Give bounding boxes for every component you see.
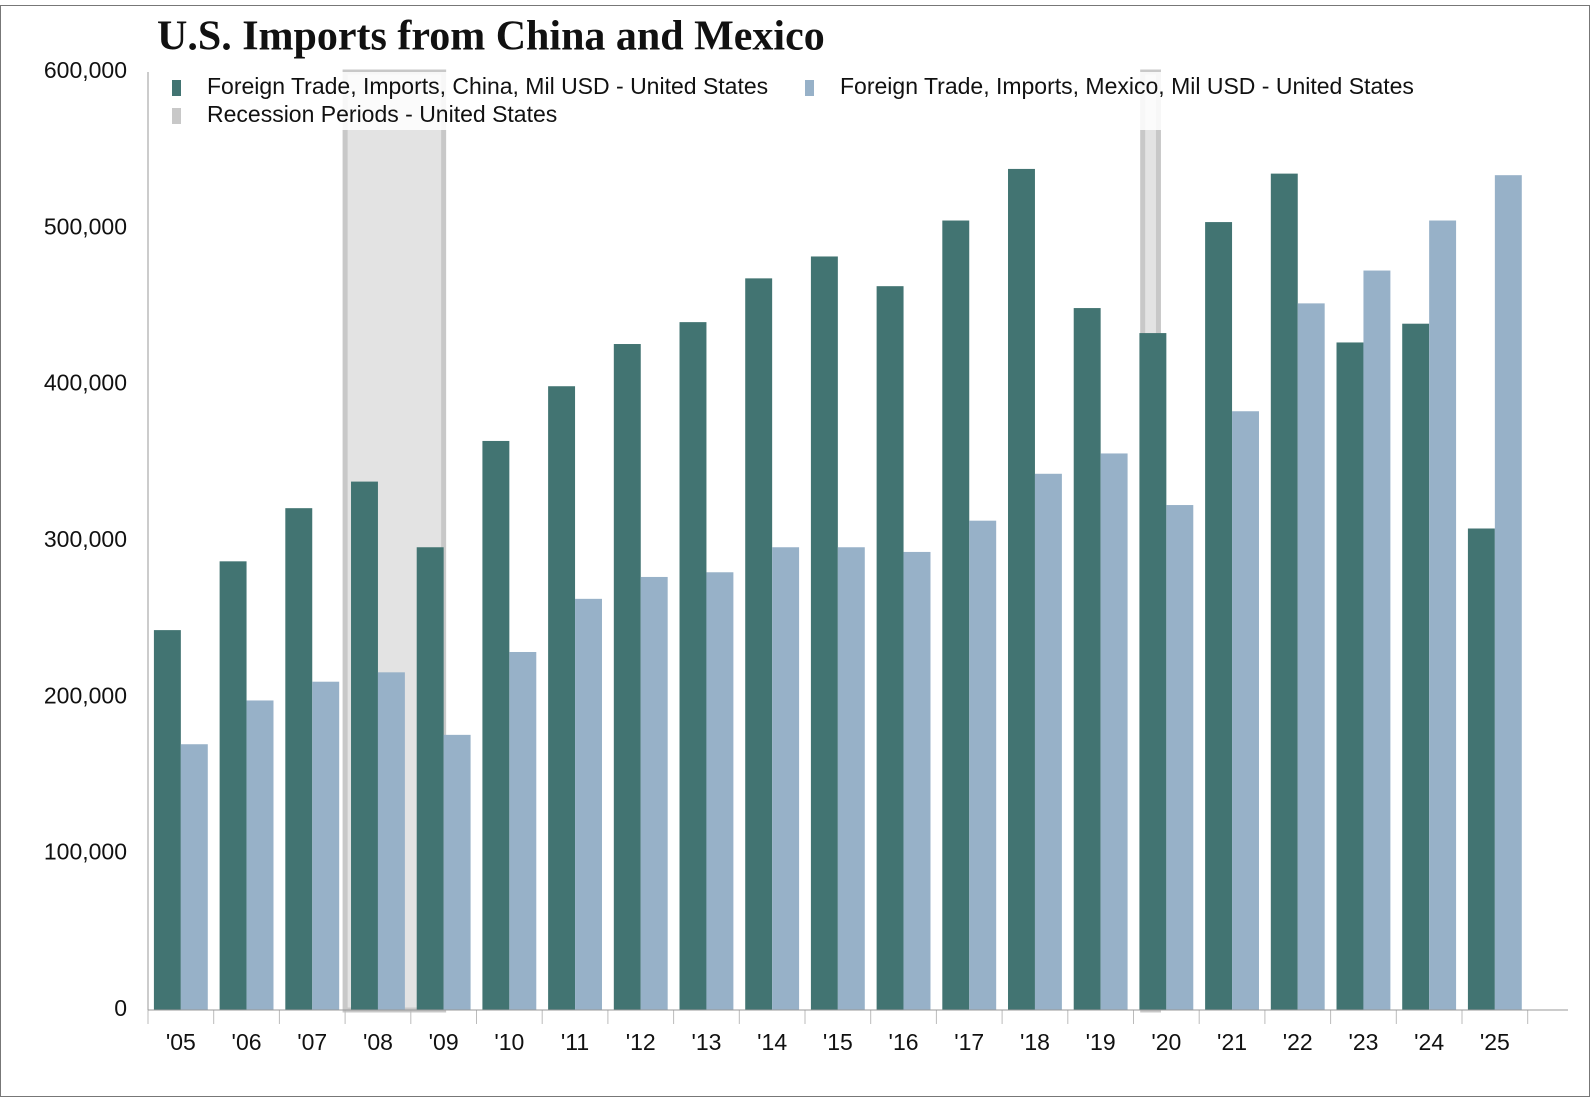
x-tick-label: '23 (1348, 1029, 1378, 1055)
x-tick-label: '22 (1283, 1029, 1313, 1055)
bar (312, 681, 340, 1010)
legend-label: Recession Periods - United States (207, 101, 557, 127)
bar (1467, 528, 1495, 1010)
y-tick-label: 200,000 (44, 682, 127, 708)
x-tick-label: '07 (297, 1029, 327, 1055)
chart-title: U.S. Imports from China and Mexico (157, 14, 825, 60)
x-tick-label: '11 (561, 1029, 589, 1055)
bar (377, 672, 405, 1010)
bar (443, 734, 471, 1010)
x-tick-label: '15 (823, 1029, 853, 1055)
legend-background (149, 72, 1568, 130)
y-tick-label: 600,000 (44, 57, 127, 83)
legend-label: Foreign Trade, Imports, Mexico, Mil USD … (840, 73, 1414, 99)
x-tick-label: '09 (429, 1029, 459, 1055)
bar (640, 576, 668, 1010)
x-tick-label: '20 (1151, 1029, 1181, 1055)
x-tick-label: '19 (1086, 1029, 1116, 1055)
x-tick-label: '14 (757, 1029, 787, 1055)
bar (1232, 411, 1259, 1010)
bar (1402, 323, 1430, 1010)
x-tick-label: '08 (363, 1029, 393, 1055)
bar (285, 508, 313, 1010)
x-tick-label: '17 (954, 1029, 984, 1055)
bar (351, 481, 378, 1010)
x-tick-label: '25 (1480, 1029, 1510, 1055)
bar (876, 286, 904, 1011)
bar (1100, 453, 1128, 1010)
bar (1008, 168, 1035, 1011)
bar (246, 700, 274, 1010)
bar (837, 547, 865, 1010)
bar (1363, 270, 1391, 1010)
y-tick-label: 0 (114, 995, 127, 1021)
bar (706, 572, 734, 1010)
bar (772, 547, 800, 1010)
bar (482, 440, 510, 1010)
bar (575, 598, 602, 1010)
bar (1494, 175, 1522, 1010)
bar (810, 256, 838, 1010)
x-tick-label: '16 (889, 1029, 919, 1055)
x-tick-label: '05 (166, 1029, 196, 1055)
y-tick-label: 100,000 (44, 839, 127, 865)
bar (416, 547, 444, 1010)
legend-swatch (805, 80, 814, 96)
x-tick-label: '12 (626, 1029, 656, 1055)
bar (1205, 222, 1233, 1010)
bar (153, 630, 181, 1010)
bar (219, 561, 247, 1010)
bar (1139, 333, 1167, 1010)
x-tick-label: '21 (1217, 1029, 1247, 1055)
bar (1166, 505, 1194, 1010)
bar (1297, 303, 1325, 1011)
bar (1429, 220, 1457, 1010)
y-tick-label: 400,000 (44, 370, 127, 396)
bar (180, 744, 208, 1010)
bar (1034, 473, 1062, 1010)
bar (969, 520, 997, 1010)
legend-label: Foreign Trade, Imports, China, Mil USD -… (207, 73, 768, 99)
legend-swatch (172, 80, 181, 96)
bar (1073, 308, 1101, 1010)
bar (613, 344, 641, 1010)
legend-swatch (172, 108, 181, 124)
y-tick-label: 500,000 (44, 213, 127, 239)
bar (745, 278, 773, 1010)
x-tick-label: '06 (232, 1029, 262, 1055)
bar (903, 551, 931, 1010)
bar (679, 322, 707, 1011)
bar (509, 651, 537, 1010)
frame (0, 5, 1590, 1097)
y-tick-label: 300,000 (44, 526, 127, 552)
x-tick-label: '13 (691, 1029, 721, 1055)
bar (942, 220, 970, 1010)
x-tick-label: '18 (1020, 1029, 1050, 1055)
bar (548, 386, 576, 1011)
x-tick-label: '24 (1414, 1029, 1444, 1055)
x-tick-label: '10 (494, 1029, 524, 1055)
bar (1270, 173, 1298, 1010)
bar (1336, 342, 1364, 1010)
